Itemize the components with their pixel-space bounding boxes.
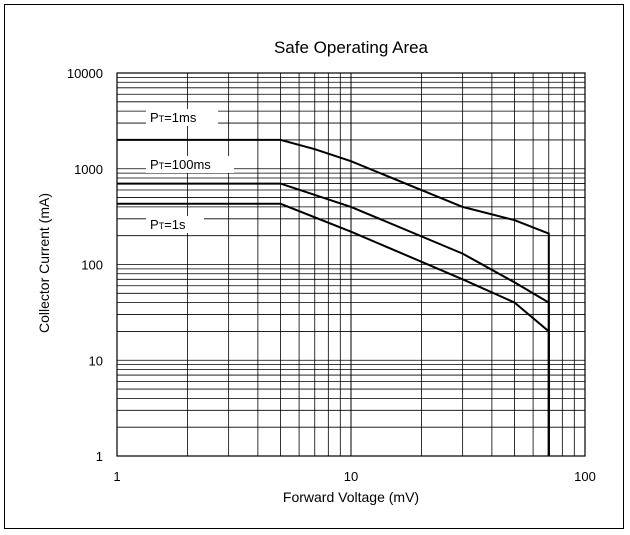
chart-frame: Safe Operating Area 1 10 100 1 10 100 1000 1000…	[4, 4, 624, 529]
plot-border	[116, 72, 586, 457]
x-tick-label: 1	[113, 469, 120, 484]
curve-label-bg	[146, 156, 234, 173]
series-line-3	[117, 202, 550, 456]
curve-labels: PT=1ms PT=100ms PT=1s	[146, 109, 234, 233]
curves	[117, 138, 550, 456]
x-tick-label: 10	[344, 469, 358, 484]
curve-label-1: PT=1ms	[146, 109, 218, 126]
x-tick-label: 100	[574, 469, 596, 484]
curve-label-2: PT=100ms	[146, 156, 234, 173]
y-axis-label: Collector Current (mA)	[36, 193, 52, 333]
y-tick-label: 1	[96, 449, 103, 464]
tick-labels: 1 10 100 1 10 100 1000 10000	[67, 66, 596, 484]
curve-label-text: PT=100ms	[150, 157, 211, 172]
chart-title: Safe Operating Area	[274, 38, 429, 57]
series-line-2	[117, 182, 550, 456]
series-line-1	[117, 138, 550, 456]
curve-label-text: PT=1ms	[150, 110, 197, 125]
curve-label-text: PT=1s	[150, 217, 186, 232]
curve-label-3: PT=1s	[146, 216, 204, 233]
curve-label-bg	[146, 109, 218, 126]
grid	[116, 72, 586, 457]
curve-label-bg	[146, 216, 204, 233]
y-tick-label: 1000	[74, 162, 103, 177]
x-axis-label: Forward Voltage (mV)	[283, 489, 419, 505]
y-tick-label: 100	[81, 258, 103, 273]
soa-chart: Safe Operating Area 1 10 100 1 10 100 1000 1000…	[36, 38, 596, 505]
y-tick-label: 10	[89, 353, 103, 368]
y-tick-label: 10000	[67, 66, 103, 81]
